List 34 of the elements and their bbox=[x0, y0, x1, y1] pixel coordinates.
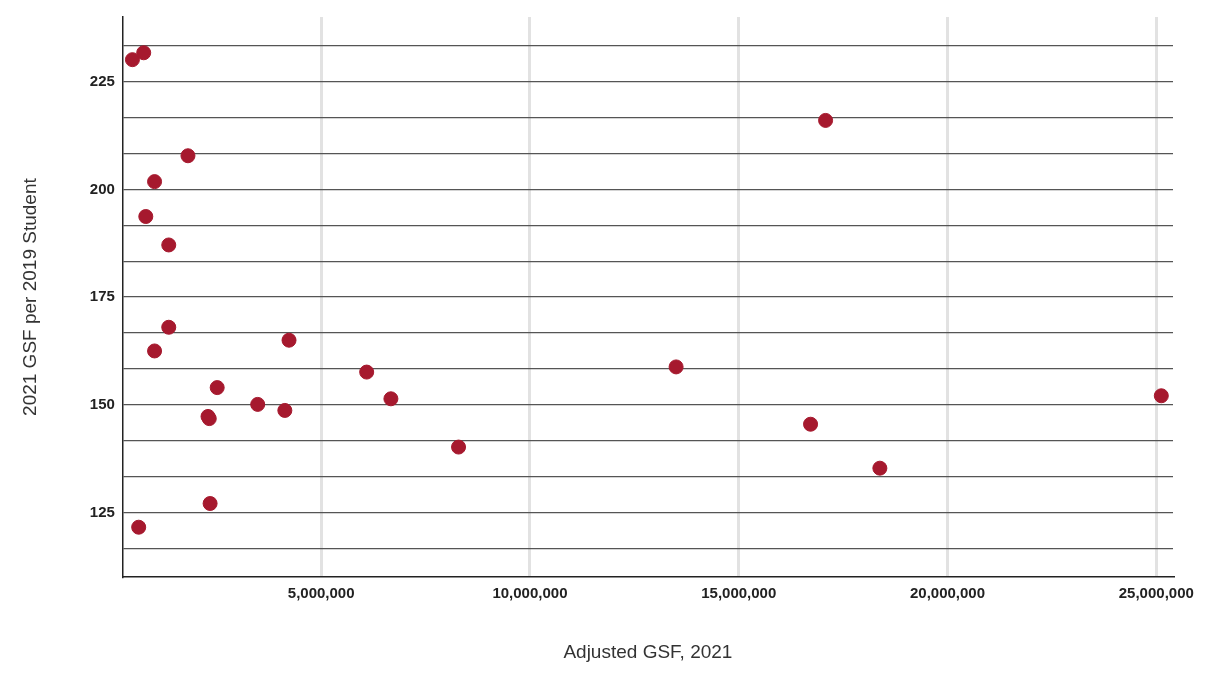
point bbox=[202, 496, 218, 512]
point bbox=[818, 112, 834, 128]
point bbox=[161, 319, 177, 335]
point bbox=[161, 237, 177, 253]
point bbox=[1153, 388, 1169, 404]
y-tick-label: 150 bbox=[89, 394, 115, 412]
point bbox=[668, 359, 684, 375]
y-axis-title: 2021 GSF per 2019 Student bbox=[18, 177, 40, 416]
point bbox=[803, 416, 819, 432]
x-tick-label: 15,000,000 bbox=[701, 584, 777, 602]
point bbox=[131, 519, 147, 535]
y-tick-label: 175 bbox=[89, 287, 115, 305]
point bbox=[147, 174, 163, 190]
point bbox=[209, 380, 225, 396]
point bbox=[136, 45, 152, 61]
point bbox=[872, 460, 888, 476]
point bbox=[138, 209, 154, 225]
point bbox=[250, 396, 266, 412]
point bbox=[383, 391, 399, 407]
x-axis-title: Adjusted GSF, 2021 bbox=[563, 640, 733, 662]
y-tick-label: 225 bbox=[89, 71, 115, 89]
point bbox=[180, 148, 196, 164]
point bbox=[281, 332, 297, 348]
point bbox=[359, 364, 375, 380]
point bbox=[147, 343, 163, 359]
x-tick-label: 10,000,000 bbox=[492, 584, 568, 602]
point bbox=[124, 52, 140, 68]
x-tick-label: 25,000,000 bbox=[1118, 584, 1194, 602]
x-tick-label: 20,000,000 bbox=[909, 584, 986, 602]
x-tick-label: 5,000,000 bbox=[287, 584, 355, 602]
y-tick-label: 125 bbox=[89, 502, 115, 520]
y-tick-label: 200 bbox=[89, 179, 115, 197]
point bbox=[451, 439, 467, 455]
point bbox=[277, 402, 293, 418]
